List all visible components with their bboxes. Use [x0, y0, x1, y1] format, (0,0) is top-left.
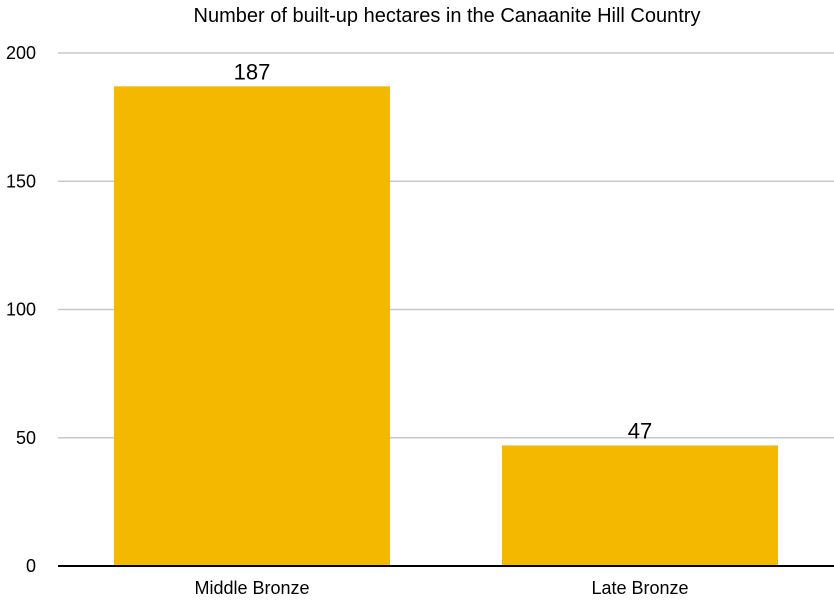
y-tick-label: 150 — [6, 171, 36, 191]
y-tick-label: 0 — [26, 556, 36, 576]
x-category-label: Late Bronze — [591, 578, 688, 598]
bars — [114, 86, 778, 566]
y-axis-tick-labels: 0 50 100 150 200 — [6, 43, 36, 576]
bar-value-label: 187 — [234, 59, 271, 84]
y-tick-label: 100 — [6, 300, 36, 320]
x-category-label: Middle Bronze — [194, 578, 309, 598]
bar — [502, 445, 778, 566]
y-tick-label: 50 — [16, 428, 36, 448]
bar — [114, 86, 390, 566]
bar-value-label: 47 — [628, 418, 652, 443]
chart-title: Number of built-up hectares in the Canaa… — [194, 5, 701, 27]
data-labels: 187 47 — [234, 59, 653, 443]
y-tick-label: 200 — [6, 43, 36, 63]
x-axis-category-labels: Middle Bronze Late Bronze — [194, 578, 688, 598]
